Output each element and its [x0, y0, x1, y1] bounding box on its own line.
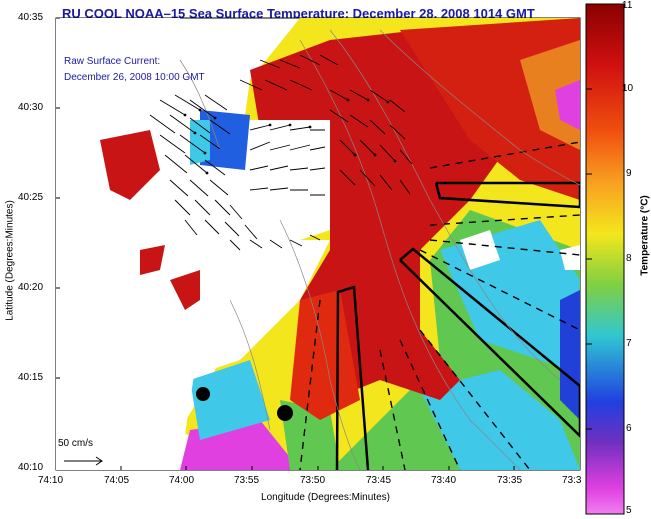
xtick-label: 73:35	[497, 475, 523, 486]
y-axis-label: Latitude (Degrees:Minutes)	[4, 200, 16, 321]
xtick-label: 73:3	[562, 475, 582, 486]
current-label-line2: December 26, 2008 10:00 GMT	[64, 72, 205, 83]
xtick-label: 74:00	[169, 475, 195, 486]
radial-lines	[299, 141, 580, 470]
ytick-label: 40:15	[18, 372, 44, 383]
bathymetry-contours	[179, 29, 580, 470]
x-axis-label: Longitude (Degrees:Minutes)	[261, 492, 390, 503]
current-vectors	[149, 54, 413, 251]
ytick-label: 40:25	[18, 192, 44, 203]
vector-heads	[183, 98, 397, 175]
ytick-label: 40:30	[18, 102, 44, 113]
xtick-label: 74:10	[38, 475, 64, 486]
current-label-line1: Raw Surface Current:	[64, 56, 161, 67]
colorbar	[585, 3, 625, 515]
colorbar-tick-label: 11	[622, 0, 633, 11]
xtick-label: 73:55	[234, 475, 260, 486]
xtick-label: 73:50	[300, 475, 326, 486]
scale-label: 50 cm/s	[58, 438, 94, 449]
colorbar-tick-label: 8	[626, 253, 632, 264]
xtick-label: 73:40	[431, 475, 457, 486]
sst-field	[56, 18, 580, 470]
colorbar-tick-label: 9	[626, 168, 632, 179]
ytick-label: 40:20	[18, 282, 44, 293]
xtick-label: 74:05	[104, 475, 130, 486]
colorbar-label: Temperature (°C)	[639, 195, 651, 276]
ytick-label: 40:35	[18, 12, 44, 23]
ytick-label: 40:10	[18, 462, 44, 473]
colorbar-tick-label: 5	[626, 505, 632, 516]
colorbar-tick-label: 7	[626, 338, 632, 349]
colorbar-tick-label: 6	[626, 423, 632, 434]
colorbar-tick-label: 10	[622, 83, 634, 94]
xtick-label: 73:45	[366, 475, 392, 486]
scale-arrow	[64, 456, 103, 466]
map-title: RU COOL NOAA–15 Sea Surface Temperature:…	[62, 6, 535, 21]
axis-ticks	[56, 17, 515, 470]
